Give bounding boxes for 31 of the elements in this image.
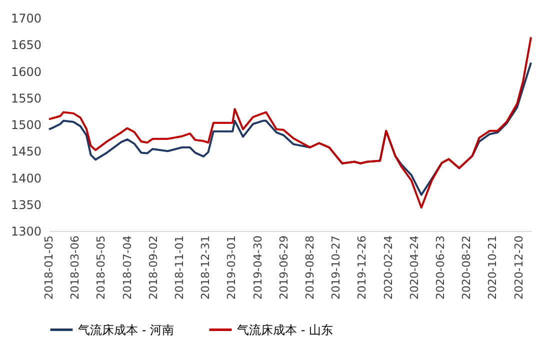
- x-tick-label: 2020-08-22: [460, 236, 474, 300]
- x-tick-label: 2020-06-23: [434, 236, 448, 300]
- legend-label: 气流床成本 - 山东: [237, 322, 333, 337]
- y-tick-label: 1350: [10, 198, 42, 212]
- x-tick-label: 2020-04-24: [408, 236, 421, 300]
- x-tick-label: 2019-03-01: [225, 236, 238, 300]
- y-tick-label: 1500: [10, 118, 42, 132]
- x-tick-label: 2019-08-28: [304, 236, 317, 300]
- y-tick-label: 1450: [10, 144, 42, 159]
- x-tick-label: 2018-03-06: [68, 236, 82, 300]
- x-tick-label: 2018-11-01: [173, 236, 186, 300]
- y-tick-label: 1550: [10, 91, 42, 106]
- x-tick-label: 2019-10-27: [330, 236, 343, 300]
- y-tick-label: 1700: [10, 12, 42, 26]
- x-tick-label: 2020-10-21: [486, 236, 500, 300]
- y-tick-label: 1300: [10, 224, 42, 238]
- x-tick-label: 2018-05-05: [94, 236, 108, 300]
- x-tick-label: 2019-04-30: [251, 236, 264, 300]
- x-tick-label: 2018-01-05: [42, 236, 56, 300]
- x-tick-label: 2018-12-31: [199, 236, 212, 300]
- x-tick-label: 2019-12-26: [356, 236, 369, 300]
- x-tick-label: 2020-02-24: [382, 236, 395, 300]
- x-tick-label: 2018-09-02: [146, 236, 160, 300]
- y-tick-label: 1400: [10, 171, 42, 186]
- y-tick-label: 1600: [10, 64, 42, 79]
- y-tick-label: 1650: [10, 38, 42, 52]
- legend-label: 气流床成本 - 河南: [78, 322, 174, 337]
- x-tick-label: 2020-12-20: [512, 236, 526, 300]
- x-tick-label: 2018-07-04: [120, 236, 134, 300]
- x-tick-label: 2019-06-29: [277, 236, 290, 300]
- line-series: [48, 36, 532, 209]
